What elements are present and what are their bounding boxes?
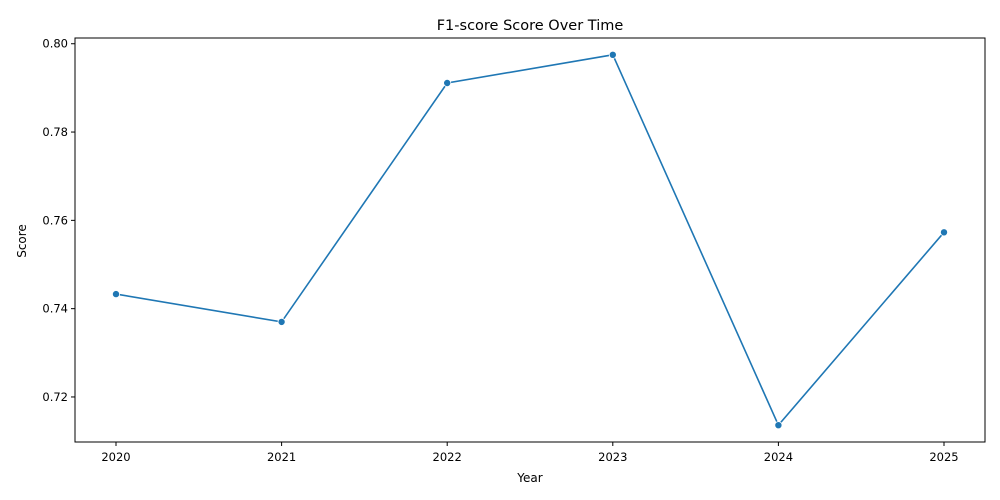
series-line [115,53,945,427]
x-tick-label: 2020 [101,450,130,464]
y-axis-label: Score [15,224,29,258]
plot-area [74,37,986,443]
data-point [940,228,949,237]
y-tick-label: 0.72 [42,390,68,404]
chart-title: F1-score Score Over Time [437,18,624,34]
x-tick-label: 2025 [929,450,958,464]
series-layer [112,50,949,430]
data-point [277,317,286,326]
x-tick-label: 2021 [267,450,296,464]
x-axis: 2020 2021 2022 2023 2024 2025 [101,442,959,464]
data-point [608,50,617,59]
axes-frame [74,37,986,443]
y-axis: 0.72 0.74 0.76 0.78 0.80 [42,37,75,404]
y-tick-label: 0.76 [42,213,68,227]
x-tick-label: 2024 [764,450,793,464]
x-tick-label: 2023 [598,450,627,464]
data-point [443,79,452,88]
y-tick-label: 0.78 [42,125,68,139]
y-tick-label: 0.74 [42,302,68,316]
x-axis-label: Year [516,471,542,485]
y-tick-label: 0.80 [42,37,68,51]
data-point [774,421,783,430]
x-tick-label: 2022 [433,450,462,464]
data-point [112,290,121,299]
